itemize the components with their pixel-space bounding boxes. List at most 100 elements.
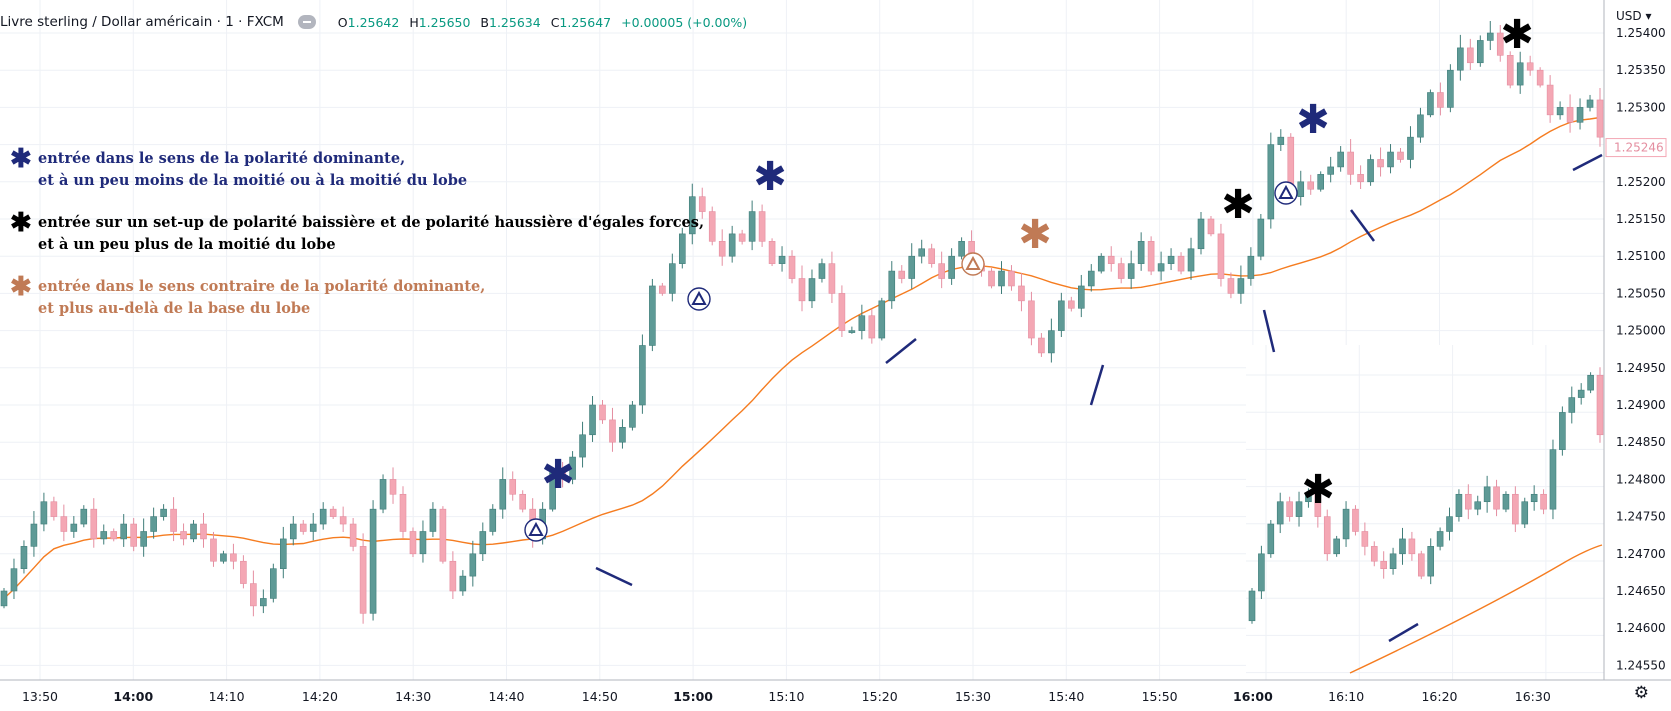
candle [1361,531,1369,547]
trend-segment [1349,209,1376,242]
candle [888,270,896,302]
candle [1493,486,1500,510]
candle [1417,553,1425,577]
y-tick-label: 1.24600 [1616,621,1666,635]
gear-icon[interactable]: ⚙ [1633,683,1649,702]
x-tick-label: 15:50 [1142,689,1178,704]
candle [1323,516,1331,555]
symbol-title[interactable]: Livre sterling / Dollar américain · 1 · … [0,14,284,30]
x-tick-label: 16:00 [1233,689,1273,704]
candle [1207,218,1215,235]
inset-chart [1246,345,1640,680]
candle [788,255,796,279]
candle [1559,412,1566,450]
candle [1447,69,1454,108]
candle [768,241,776,264]
candle [489,508,497,532]
candle [1417,114,1424,138]
candle [728,233,736,257]
candle [1018,285,1025,302]
candle [1483,486,1491,503]
asterisk-icon: ✱ [10,272,32,302]
x-tick-label: 15:10 [768,689,804,704]
candle [1465,493,1472,510]
candle [399,493,407,532]
legend-entry-2: ✱ entrée sur un set-up de polarité baissi… [10,208,704,253]
candle [639,345,646,406]
y-tick-label: 1.24900 [1616,398,1666,412]
candle [1276,501,1284,525]
candle [1267,523,1275,555]
candle [309,523,317,532]
candle [1407,136,1414,160]
candle [200,523,207,540]
candle [1467,47,1474,64]
candle [1397,151,1404,160]
x-tick-label: 15:00 [673,689,713,704]
candle [1347,151,1354,175]
candle [120,523,127,540]
candle [1477,40,1484,64]
x-tick-label: 15:30 [955,689,991,704]
candle [1596,99,1604,138]
candle [1399,538,1406,555]
candle [60,516,68,532]
y-tick-label: 1.25200 [1616,175,1666,189]
candle [599,404,606,421]
candle [389,479,397,495]
candle [449,560,457,592]
candle [1317,174,1324,190]
candle [1457,47,1464,71]
candle [758,211,766,242]
candle [988,270,995,287]
asterisk-icon: ✱ [1018,212,1052,258]
candle [379,479,387,510]
collapse-icon[interactable] [297,15,316,29]
candle [1137,241,1145,264]
x-tick-label: 14:40 [488,689,524,704]
candle [100,531,108,540]
y-tick-label: 1.24800 [1616,472,1666,486]
ma-line [1349,544,1603,674]
candle [1177,255,1185,272]
candle [778,255,786,264]
candle [1566,107,1574,123]
candle [1333,538,1340,555]
candle [339,516,347,525]
y-tick-label: 1.24700 [1616,547,1666,561]
candle [190,523,197,540]
candle [928,248,935,264]
candle [1167,255,1175,264]
candle [579,434,586,458]
candle [1596,374,1604,436]
candle [1227,278,1235,294]
candle [90,508,98,540]
candle [838,293,846,331]
candle [110,531,118,540]
asterisk-icon: ✱ [10,144,32,174]
trend-segment [1262,309,1276,353]
candle [1526,62,1534,71]
candle [10,568,18,592]
candle [459,575,467,592]
inset-background [1246,345,1604,680]
candle [469,553,477,577]
candle [1305,493,1312,503]
candle [718,241,726,257]
trend-segment [1388,622,1419,643]
candle [1576,107,1584,123]
candle [1389,553,1397,569]
candle [1427,546,1435,577]
candle [220,553,227,562]
candle [1286,501,1293,517]
y-tick-label: 1.25300 [1616,100,1666,114]
candle [1536,69,1544,86]
asterisk-icon: ✱ [1221,182,1255,228]
candle [270,568,277,599]
candle [938,263,945,279]
candle [798,278,806,302]
candle [1277,136,1285,145]
last-price-label: 1.25246 [1614,141,1664,155]
